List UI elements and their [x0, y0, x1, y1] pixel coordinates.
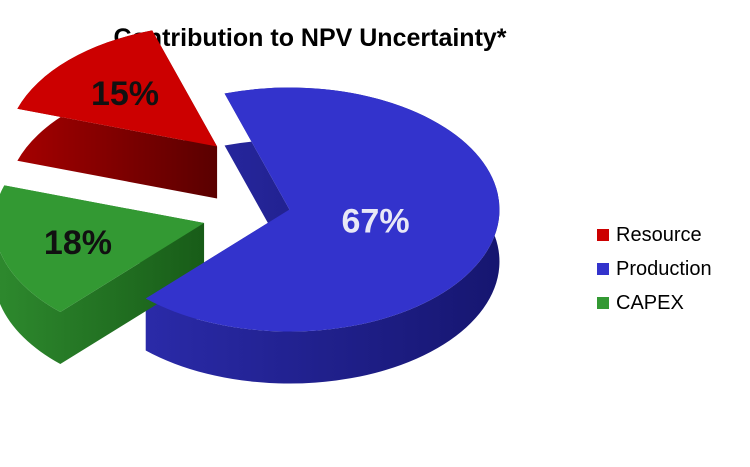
slice-resource [17, 30, 218, 147]
legend-item-resource: Resource [597, 218, 712, 252]
slice-capex [0, 185, 205, 312]
legend-swatch [597, 263, 609, 275]
legend-swatch [597, 229, 609, 241]
legend-item-capex: CAPEX [597, 286, 712, 320]
legend-label: Resource [616, 223, 702, 246]
legend-item-production: Production [597, 252, 712, 286]
data-label-capex: 18% [44, 224, 112, 262]
data-label-production: 67% [342, 203, 410, 241]
legend-label: Production [616, 257, 712, 280]
chart-title: Contribution to NPV Uncertainty* [113, 24, 507, 52]
legend-label: CAPEX [616, 291, 684, 314]
legend: Resource Production CAPEX [597, 218, 712, 320]
data-label-resource: 15% [91, 75, 159, 113]
legend-swatch [597, 297, 609, 309]
slice-production [145, 87, 500, 332]
